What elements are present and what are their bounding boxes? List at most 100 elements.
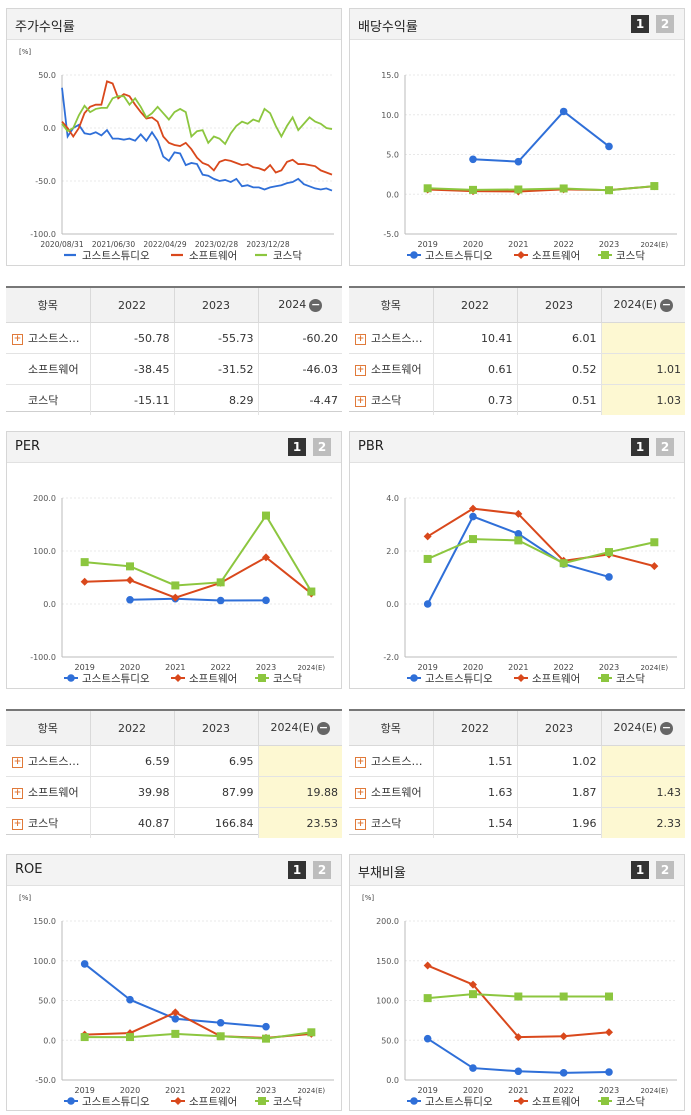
legend-label: 코스닥 bbox=[273, 1096, 302, 1108]
collapse-icon[interactable]: − bbox=[317, 720, 331, 735]
data-point-marker bbox=[469, 512, 477, 521]
expand-icon[interactable]: + bbox=[355, 818, 366, 830]
data-point-marker bbox=[650, 538, 659, 547]
panel-title: PBR bbox=[358, 439, 384, 454]
panel-title: 주가수익률 bbox=[15, 20, 75, 35]
series-line bbox=[427, 538, 655, 565]
row-label: + 고스트스… bbox=[349, 745, 434, 777]
expand-icon: + bbox=[12, 365, 23, 376]
column-header: 항목 bbox=[349, 711, 434, 746]
expand-icon[interactable]: + bbox=[12, 756, 23, 768]
collapse-icon[interactable]: − bbox=[309, 297, 323, 312]
table-cell: 6.95 bbox=[174, 745, 259, 777]
data-point-marker bbox=[514, 529, 523, 538]
x-tick-label: 2024(E) bbox=[640, 664, 668, 672]
table-cell: 0.51 bbox=[517, 384, 602, 415]
y-tick-label: 5.0 bbox=[386, 151, 399, 160]
page-2-button[interactable]: 2 bbox=[313, 861, 331, 879]
row-name: 고스트스… bbox=[371, 755, 423, 768]
page-1-button[interactable]: 1 bbox=[631, 861, 649, 879]
expand-icon[interactable]: + bbox=[355, 333, 366, 345]
row-label: + 고스트스… bbox=[349, 322, 434, 354]
column-header: 2023 bbox=[174, 711, 259, 746]
data-point-marker bbox=[423, 961, 432, 970]
per-panel: PER 1 2 200.0 100.0 0.0 -100.0 2019 2020 2021 2… bbox=[6, 431, 342, 689]
debt-ratio-panel: 부채비율 1 2 200.0 150.0 100.0 50.0 0.0 [%] 2019 20… bbox=[349, 854, 685, 1111]
row-label: + 코스닥 bbox=[6, 384, 91, 415]
expand-icon[interactable]: + bbox=[355, 787, 366, 799]
legend-label: 코스닥 bbox=[616, 1096, 645, 1108]
y-tick-label: -50.0 bbox=[35, 177, 56, 186]
page-1-button[interactable]: 1 bbox=[631, 438, 649, 456]
data-point-marker bbox=[216, 1018, 225, 1027]
legend-label: 소프트웨어 bbox=[532, 1096, 580, 1108]
data-point-marker bbox=[559, 992, 568, 1001]
table-row: + 코스닥 40.87 166.84 23.53 bbox=[6, 807, 342, 838]
collapse-icon[interactable]: − bbox=[660, 297, 674, 312]
row-name: 코스닥 bbox=[371, 817, 402, 830]
data-point-marker bbox=[258, 1097, 266, 1105]
table-cell: -4.47 bbox=[309, 393, 338, 407]
series-line bbox=[61, 80, 333, 176]
column-header: 2024(E) − bbox=[601, 288, 685, 323]
data-point-marker bbox=[423, 184, 432, 193]
row-name: 소프트웨어 bbox=[371, 363, 422, 376]
panel-header: 주가수익률 bbox=[7, 9, 341, 40]
panel-header: PER 1 2 bbox=[7, 432, 341, 463]
data-point-marker bbox=[605, 186, 613, 195]
data-point-marker bbox=[517, 674, 525, 682]
table-cell: -60.20 bbox=[258, 322, 342, 354]
row-name: 코스닥 bbox=[371, 394, 402, 407]
x-tick-label: 2019 bbox=[74, 663, 94, 672]
data-point-marker bbox=[410, 1097, 418, 1105]
y-tick-label: 50.0 bbox=[38, 997, 56, 1006]
data-table: 항목 2022 2023 2024(E) − + 고스트스… 6.59 6.95 + 소프트웨어 39… bbox=[6, 711, 342, 838]
table-cell: 2.33 bbox=[601, 807, 685, 838]
data-point-marker bbox=[262, 1022, 270, 1031]
data-point-marker bbox=[410, 674, 418, 682]
column-header: 2024(E) − bbox=[258, 711, 342, 746]
series-line bbox=[427, 964, 610, 1039]
data-point-marker bbox=[126, 995, 134, 1004]
expand-icon[interactable]: + bbox=[12, 333, 23, 345]
expand-icon[interactable]: + bbox=[355, 364, 366, 376]
data-point-marker bbox=[80, 1033, 89, 1042]
table-cell: 0.73 bbox=[433, 384, 518, 415]
row-label: + 고스트스… bbox=[6, 322, 91, 354]
y-tick-label: 100.0 bbox=[33, 547, 56, 556]
y-tick-label: -5.0 bbox=[383, 230, 399, 239]
page-1-button[interactable]: 1 bbox=[631, 15, 649, 33]
page-1-button[interactable]: 1 bbox=[288, 438, 306, 456]
collapse-icon[interactable]: − bbox=[660, 720, 674, 735]
row-name: 고스트스… bbox=[28, 755, 80, 768]
table-row: + 고스트스… 1.51 1.02 bbox=[349, 745, 685, 777]
page-2-button[interactable]: 2 bbox=[656, 861, 674, 879]
expand-icon[interactable]: + bbox=[12, 818, 23, 830]
y-tick-label: 100.0 bbox=[376, 997, 399, 1006]
x-tick-label: 2021 bbox=[508, 240, 528, 249]
data-point-marker bbox=[262, 596, 270, 605]
data-point-marker bbox=[80, 558, 89, 567]
y-tick-label: -50.0 bbox=[35, 1076, 56, 1085]
data-point-marker bbox=[514, 1033, 523, 1042]
legend-label: 코스닥 bbox=[616, 673, 645, 685]
page-2-button[interactable]: 2 bbox=[656, 438, 674, 456]
table-cell: 23.53 bbox=[258, 807, 342, 838]
column-header: 항목 bbox=[6, 711, 91, 746]
data-point-marker bbox=[216, 596, 225, 605]
expand-icon[interactable]: + bbox=[12, 787, 23, 799]
page-2-button[interactable]: 2 bbox=[313, 438, 331, 456]
data-point-marker bbox=[307, 587, 316, 596]
data-point-marker bbox=[514, 185, 523, 194]
column-header: 2023 bbox=[517, 711, 602, 746]
expand-icon[interactable]: + bbox=[355, 756, 366, 768]
table-cell: 1.51 bbox=[433, 745, 518, 777]
expand-icon[interactable]: + bbox=[355, 395, 366, 407]
table-cell: 40.87 bbox=[90, 807, 175, 838]
page-2-button[interactable]: 2 bbox=[656, 15, 674, 33]
pbr-table: 항목 2022 2023 2024(E) − + 고스트스… 1.51 1.02 + 소프트웨어 1.… bbox=[349, 709, 685, 838]
unit-label: [%] bbox=[362, 894, 374, 902]
x-tick-label: 2021/06/30 bbox=[92, 240, 135, 249]
page-1-button[interactable]: 1 bbox=[288, 861, 306, 879]
x-tick-label: 2020/08/31 bbox=[40, 240, 83, 249]
